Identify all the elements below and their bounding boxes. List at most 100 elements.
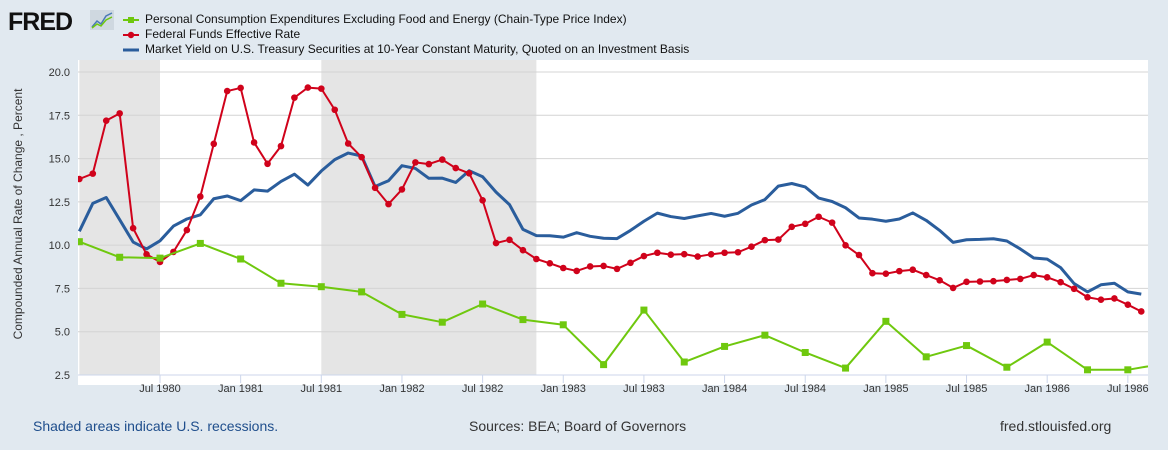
data-point bbox=[519, 316, 527, 324]
data-point bbox=[573, 267, 581, 275]
data-point bbox=[936, 276, 943, 284]
y-tick-label: 20.0 bbox=[49, 67, 70, 79]
data-point bbox=[1043, 274, 1051, 281]
data-point bbox=[78, 175, 83, 183]
data-point bbox=[1003, 276, 1011, 284]
data-point bbox=[963, 278, 970, 286]
data-point bbox=[398, 310, 406, 318]
site-link[interactable]: fred.stlouisfed.org bbox=[1000, 418, 1112, 434]
data-point bbox=[492, 239, 500, 247]
data-point bbox=[613, 265, 621, 273]
y-tick-label: 15.0 bbox=[49, 154, 70, 166]
data-point bbox=[1165, 359, 1168, 366]
data-point bbox=[264, 160, 271, 168]
data-point bbox=[694, 253, 701, 260]
series-none bbox=[78, 151, 1142, 296]
data-point bbox=[116, 110, 123, 117]
x-tick-label: Jan 1983 bbox=[541, 383, 586, 395]
legend-item-fedfunds[interactable]: Federal Funds Effective Rate bbox=[122, 27, 689, 42]
x-tick-label: Jul 1981 bbox=[301, 383, 343, 395]
recession-note: Shaded areas indicate U.S. recessions. bbox=[33, 418, 279, 434]
data-point bbox=[842, 364, 850, 372]
data-point bbox=[815, 213, 822, 221]
data-point bbox=[801, 348, 809, 356]
data-point bbox=[627, 259, 634, 267]
legend-item-10y[interactable]: Market Yield on U.S. Treasury Securities… bbox=[122, 42, 689, 57]
data-point bbox=[452, 164, 460, 172]
series-square bbox=[78, 238, 1168, 374]
x-tick-label: Jul 1985 bbox=[946, 383, 988, 395]
fred-graph-icon bbox=[90, 10, 114, 30]
x-tick-label: Jan 1981 bbox=[218, 383, 263, 395]
legend-item-pce[interactable]: Personal Consumption Expenditures Exclud… bbox=[122, 12, 689, 27]
data-point bbox=[949, 284, 957, 292]
data-point bbox=[102, 117, 110, 124]
data-point bbox=[358, 288, 366, 296]
data-point bbox=[761, 331, 769, 339]
data-point bbox=[640, 252, 648, 260]
data-point bbox=[842, 242, 849, 249]
fred-logo[interactable]: FRED bbox=[8, 8, 73, 36]
y-tick-label: 2.5 bbox=[55, 370, 70, 382]
data-point bbox=[1003, 363, 1011, 371]
green-square-marker-icon bbox=[123, 16, 139, 23]
x-tick-label: Jan 1986 bbox=[1025, 383, 1070, 395]
data-point bbox=[344, 140, 352, 147]
x-tick-label: Jul 1986 bbox=[1107, 383, 1149, 395]
data-point bbox=[317, 283, 325, 291]
data-point bbox=[990, 277, 997, 285]
data-point bbox=[89, 170, 97, 177]
data-point bbox=[801, 220, 809, 228]
data-point bbox=[1084, 293, 1091, 301]
data-point bbox=[748, 243, 755, 251]
data-point bbox=[291, 94, 298, 101]
data-point bbox=[546, 260, 554, 267]
data-point bbox=[1124, 366, 1132, 374]
data-point bbox=[412, 159, 419, 166]
x-tick-label: Jul 1983 bbox=[623, 383, 665, 395]
y-tick-label: 12.5 bbox=[49, 197, 70, 209]
data-point bbox=[318, 85, 325, 92]
data-point bbox=[667, 251, 675, 258]
series-circle bbox=[78, 84, 1145, 315]
y-tick-label: 7.5 bbox=[55, 283, 70, 295]
data-point bbox=[438, 318, 446, 326]
data-point bbox=[465, 169, 473, 177]
data-point bbox=[680, 250, 688, 258]
y-tick-label: 5.0 bbox=[55, 327, 70, 339]
blue-line-marker-icon bbox=[123, 48, 139, 51]
data-point bbox=[1043, 338, 1051, 346]
legend-label: Federal Funds Effective Rate bbox=[145, 27, 301, 41]
data-point bbox=[654, 249, 661, 257]
data-point bbox=[197, 193, 204, 200]
y-axis-label: Compounded Annual Rate of Change , Perce… bbox=[11, 88, 25, 340]
data-point bbox=[882, 270, 890, 278]
data-point bbox=[78, 238, 83, 246]
data-point bbox=[519, 246, 527, 254]
data-point bbox=[882, 317, 890, 325]
red-circle-marker-icon bbox=[123, 31, 139, 38]
recession-shading bbox=[321, 60, 537, 375]
data-point bbox=[1097, 296, 1105, 303]
data-point bbox=[855, 251, 863, 259]
data-point bbox=[707, 251, 715, 258]
data-point bbox=[1057, 278, 1064, 286]
data-point bbox=[559, 321, 567, 329]
data-point bbox=[600, 262, 607, 270]
y-tick-label: 17.5 bbox=[49, 110, 70, 122]
data-point bbox=[385, 200, 392, 208]
data-point bbox=[922, 353, 930, 361]
data-point bbox=[425, 160, 433, 168]
legend-label: Market Yield on U.S. Treasury Securities… bbox=[145, 42, 690, 56]
data-point bbox=[358, 153, 365, 161]
data-point bbox=[237, 84, 244, 92]
x-tick-label: Jan 1985 bbox=[863, 383, 908, 395]
data-point bbox=[600, 361, 608, 369]
data-point bbox=[304, 84, 312, 91]
legend: Personal Consumption Expenditures Exclud… bbox=[122, 12, 689, 57]
data-point bbox=[210, 140, 218, 148]
data-point bbox=[963, 342, 971, 350]
data-point bbox=[1111, 295, 1118, 302]
data-point bbox=[156, 254, 164, 262]
